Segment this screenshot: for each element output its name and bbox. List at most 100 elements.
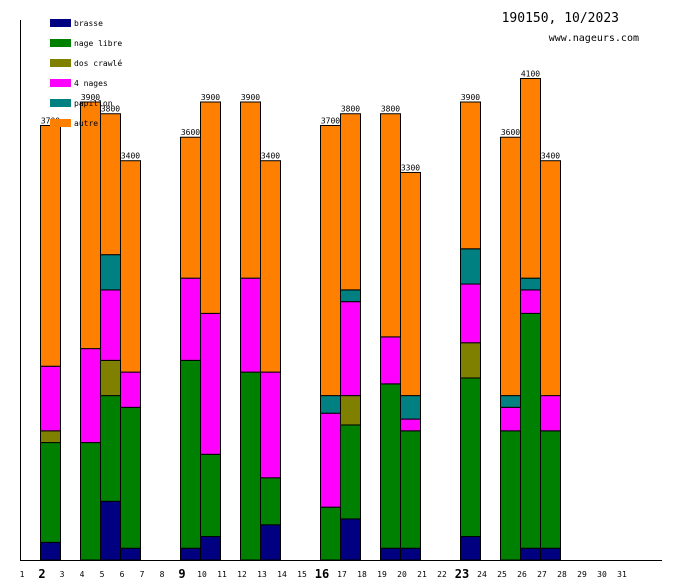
bar-segment-papillon-day-16: [320, 395, 341, 414]
bar-segment-nage-libre-day-26: [520, 312, 541, 549]
x-tick-label-8: 8: [160, 570, 165, 579]
bar-segment-autre-day-4: [80, 101, 101, 350]
x-tick-label-21: 21: [417, 570, 427, 579]
bar-segment-4-nages-day-4: [80, 348, 101, 444]
bar-segment-brasse-day-19: [380, 547, 401, 561]
bar-segment-nage-libre-day-12: [240, 371, 261, 561]
bar-segment-autre-day-27: [540, 160, 561, 397]
bar-segment-nage-libre-day-10: [200, 453, 221, 538]
bar-segment-nage-libre-day-20: [400, 430, 421, 549]
legend-swatch-dos-crawle: [50, 59, 71, 67]
bar-segment-autre-day-25: [500, 136, 521, 397]
bar-segment-nage-libre-day-9: [180, 359, 201, 549]
bar-segment-4-nages-day-26: [520, 289, 541, 314]
total-label-day-19: 3800: [381, 105, 400, 114]
legend-swatch-nage-libre: [50, 39, 71, 47]
bar-segment-papillon-day-26: [520, 277, 541, 291]
bar-segment-nage-libre-day-6: [120, 406, 141, 549]
total-label-day-16: 3700: [321, 116, 340, 125]
x-tick-label-19: 19: [377, 570, 387, 579]
bar-segment-papillon-day-25: [500, 395, 521, 408]
bar-segment-4-nages-day-6: [120, 371, 141, 408]
bar-segment-4-nages-day-20: [400, 418, 421, 432]
bar-segment-nage-libre-day-25: [500, 430, 521, 561]
x-tick-label-18: 18: [357, 570, 367, 579]
total-labels-group: 3700390038003400360039003900340037003800…: [41, 70, 560, 173]
bar-segment-dos-crawle-day-5: [100, 359, 121, 397]
total-label-day-6: 3400: [121, 152, 140, 161]
x-tick-label-30: 30: [597, 570, 607, 579]
x-tick-label-24: 24: [477, 570, 487, 579]
legend-label-dos-crawle: dos crawlé: [74, 58, 122, 68]
total-label-day-20: 3300: [401, 163, 420, 172]
x-tick-label-28: 28: [557, 570, 567, 579]
bar-segment-nage-libre-day-19: [380, 383, 401, 549]
legend-swatch-4-nages: [50, 79, 71, 87]
bar-segment-nage-libre-day-2: [40, 442, 61, 543]
x-tick-label-20: 20: [397, 570, 407, 579]
x-tick-label-2: 2: [38, 567, 45, 580]
x-tick-labels-group: 1 2 3 4 5 6 7 8 9 10 11 12 13 14 15 16 17 18 19 20 21 22 23 24 2…: [20, 567, 627, 580]
chart-title: 190150, 10/2023: [502, 11, 619, 26]
bar-segment-papillon-day-17: [340, 289, 361, 303]
legend-label-4-nages: 4 nages: [74, 79, 108, 88]
bar-segment-brasse-day-10: [200, 536, 221, 561]
total-label-day-5: 3800: [101, 105, 120, 114]
total-label-day-13: 3400: [261, 152, 280, 161]
legend-label-papillon: papillon: [74, 99, 113, 108]
bar-segment-papillon-day-23: [460, 248, 481, 285]
bar-segment-4-nages-day-10: [200, 312, 221, 455]
x-tick-label-10: 10: [197, 570, 207, 579]
total-label-day-10: 3900: [201, 93, 220, 102]
legend-swatch-brasse: [50, 19, 71, 27]
bar-segment-autre-day-10: [200, 101, 221, 314]
x-tick-label-7: 7: [140, 570, 145, 579]
bar-segment-nage-libre-day-23: [460, 377, 481, 538]
x-tick-label-23: 23: [455, 567, 469, 580]
x-tick-label-4: 4: [80, 570, 85, 579]
bar-segment-papillon-day-5: [100, 254, 121, 291]
bar-segment-nage-libre-day-13: [260, 477, 281, 526]
x-tick-label-13: 13: [257, 570, 267, 579]
bar-segment-nage-libre-day-5: [100, 395, 121, 502]
x-tick-label-27: 27: [537, 570, 547, 579]
bar-segment-autre-day-12: [240, 101, 261, 279]
bar-segment-autre-day-2: [40, 124, 61, 367]
x-tick-label-16: 16: [315, 567, 329, 580]
bar-segment-brasse-day-27: [540, 547, 561, 561]
bar-segment-papillon-day-20: [400, 395, 421, 420]
legend-label-brasse: brasse: [74, 19, 103, 28]
bar-segment-nage-libre-day-17: [340, 424, 361, 520]
bar-segment-nage-libre-day-27: [540, 430, 561, 549]
bar-segment-4-nages-day-27: [540, 395, 561, 432]
total-label-day-12: 3900: [241, 93, 260, 102]
x-tick-label-6: 6: [120, 570, 125, 579]
bar-segment-autre-day-26: [520, 78, 541, 279]
x-tick-label-25: 25: [497, 570, 507, 579]
legend-swatch-papillon: [50, 99, 71, 107]
x-tick-label-1: 1: [20, 570, 25, 579]
bar-segment-autre-day-13: [260, 160, 281, 373]
bar-segment-autre-day-16: [320, 124, 341, 397]
total-label-day-27: 3400: [541, 152, 560, 161]
bar-segment-4-nages-day-12: [240, 277, 261, 373]
x-tick-label-31: 31: [617, 570, 627, 579]
bar-segment-autre-day-5: [100, 113, 121, 256]
bar-segment-4-nages-day-16: [320, 412, 341, 508]
x-tick-label-3: 3: [60, 570, 65, 579]
bar-segment-dos-crawle-day-17: [340, 395, 361, 426]
x-tick-label-29: 29: [577, 570, 587, 579]
site-url: www.nageurs.com: [549, 33, 639, 44]
bar-segment-brasse-day-5: [100, 500, 121, 561]
bar-segment-4-nages-day-13: [260, 371, 281, 479]
bar-segment-4-nages-day-9: [180, 277, 201, 361]
bar-segment-nage-libre-day-4: [80, 442, 101, 561]
bar-segment-autre-day-23: [460, 101, 481, 250]
bar-segment-brasse-day-9: [180, 547, 201, 561]
bar-segment-brasse-day-26: [520, 547, 541, 561]
legend-label-autre: autre: [74, 119, 98, 128]
bar-segment-nage-libre-day-16: [320, 506, 341, 561]
total-label-day-25: 3600: [501, 128, 520, 137]
